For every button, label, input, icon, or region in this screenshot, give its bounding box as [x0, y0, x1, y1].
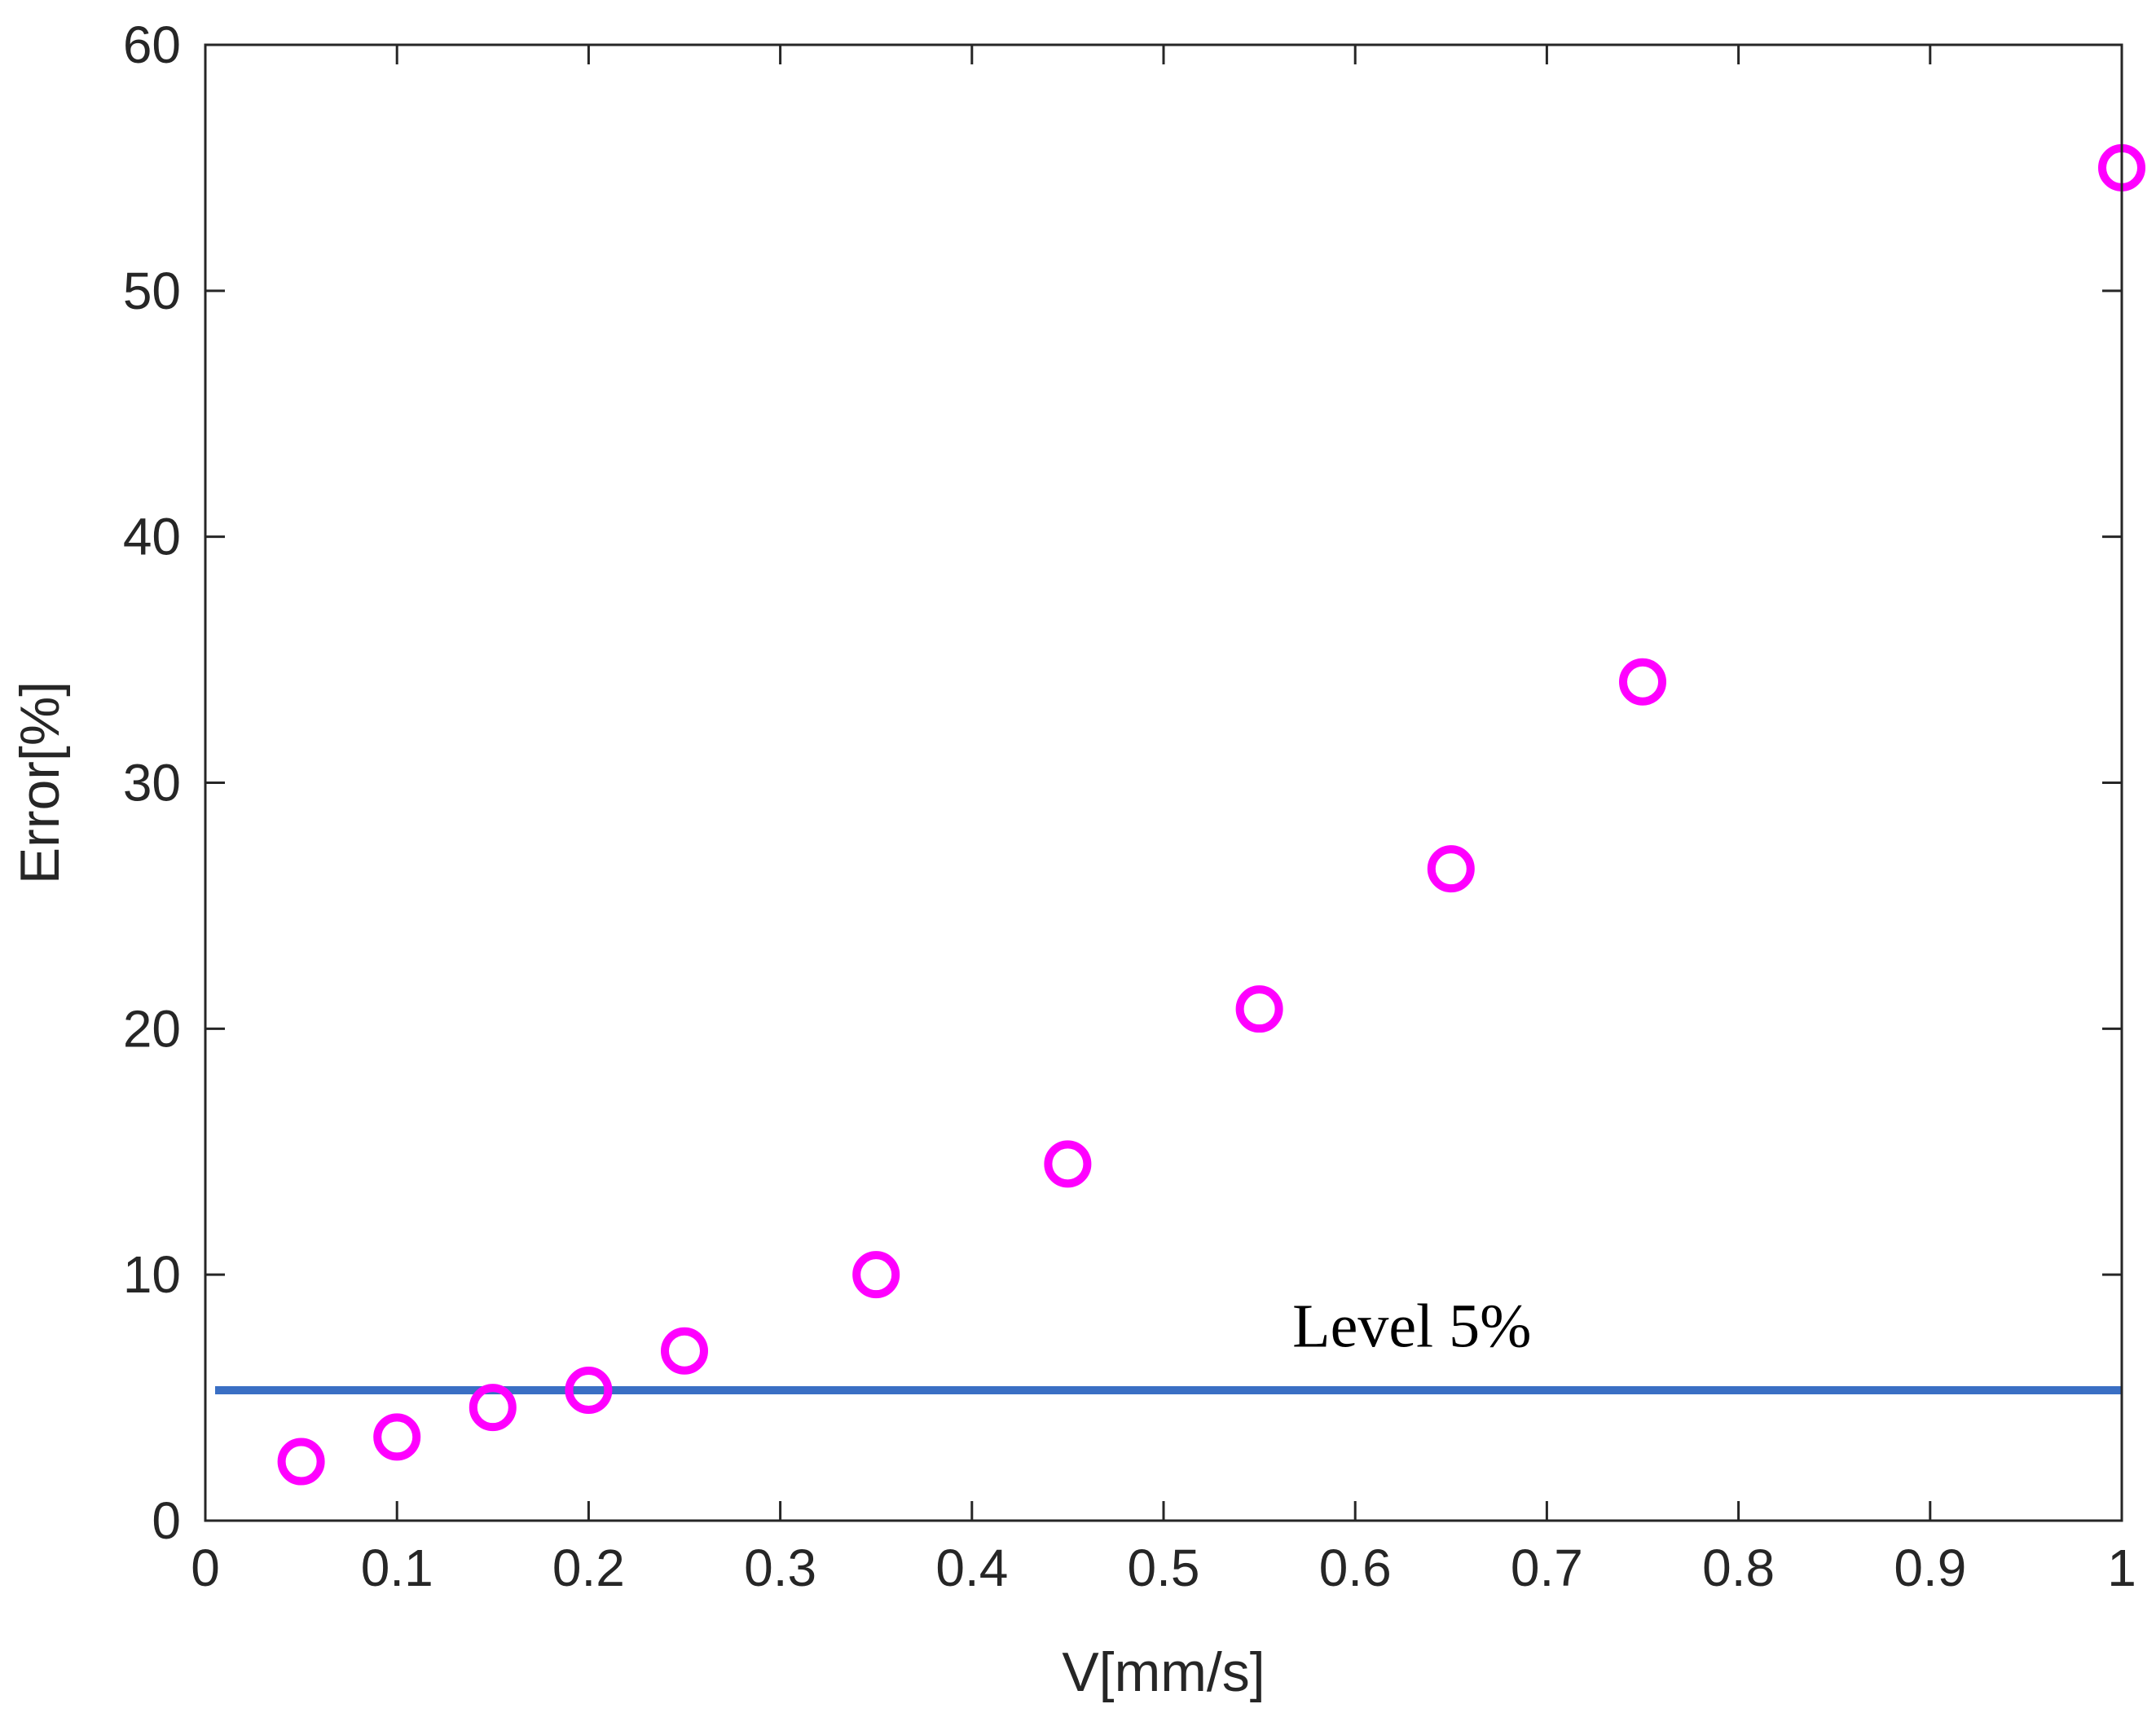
data-point — [565, 1367, 613, 1415]
x-tick-label: 0 — [191, 1539, 220, 1597]
data-point — [852, 1251, 900, 1299]
x-axis-title: V[mm/s] — [1062, 1641, 1265, 1703]
x-tick-label: 0.4 — [935, 1539, 1008, 1597]
x-tick-label: 0.2 — [552, 1539, 625, 1597]
y-tick-label: 10 — [123, 1245, 181, 1304]
data-point — [1427, 845, 1475, 893]
labels-layer: V[mm/s] Error[%] Level 5% — [9, 681, 1531, 1703]
y-tick-label: 40 — [123, 508, 181, 566]
y-tick-label: 50 — [123, 262, 181, 320]
x-tick-label: 0.3 — [744, 1539, 816, 1597]
y-tick-label: 0 — [152, 1491, 181, 1550]
data-points-layer — [277, 143, 2145, 1486]
data-point — [1044, 1140, 1092, 1188]
data-point — [469, 1384, 517, 1432]
data-point — [661, 1327, 708, 1375]
y-tick-label: 30 — [123, 754, 181, 812]
x-tick-label: 0.1 — [361, 1539, 433, 1597]
data-point — [1235, 985, 1283, 1033]
x-tick-label: 1 — [2107, 1539, 2136, 1597]
x-tick-label: 0.8 — [1702, 1539, 1775, 1597]
data-point — [277, 1438, 325, 1486]
x-tick-label: 0.6 — [1319, 1539, 1392, 1597]
level-annotation: Level 5% — [1292, 1292, 1531, 1361]
y-tick-label: 20 — [123, 999, 181, 1058]
axes-layer: 0 0.1 0.2 0.3 0.4 0.5 0.6 0.7 0.8 0.9 101020304050… — [123, 15, 2136, 1597]
y-tick-label: 60 — [123, 15, 181, 74]
data-point — [373, 1413, 421, 1461]
x-tick-label: 0.9 — [1894, 1539, 1966, 1597]
y-axis-title: Error[%] — [9, 681, 71, 884]
x-tick-label: 0.7 — [1511, 1539, 1583, 1597]
data-point — [1619, 658, 1666, 706]
x-tick-label: 0.5 — [1128, 1539, 1200, 1597]
